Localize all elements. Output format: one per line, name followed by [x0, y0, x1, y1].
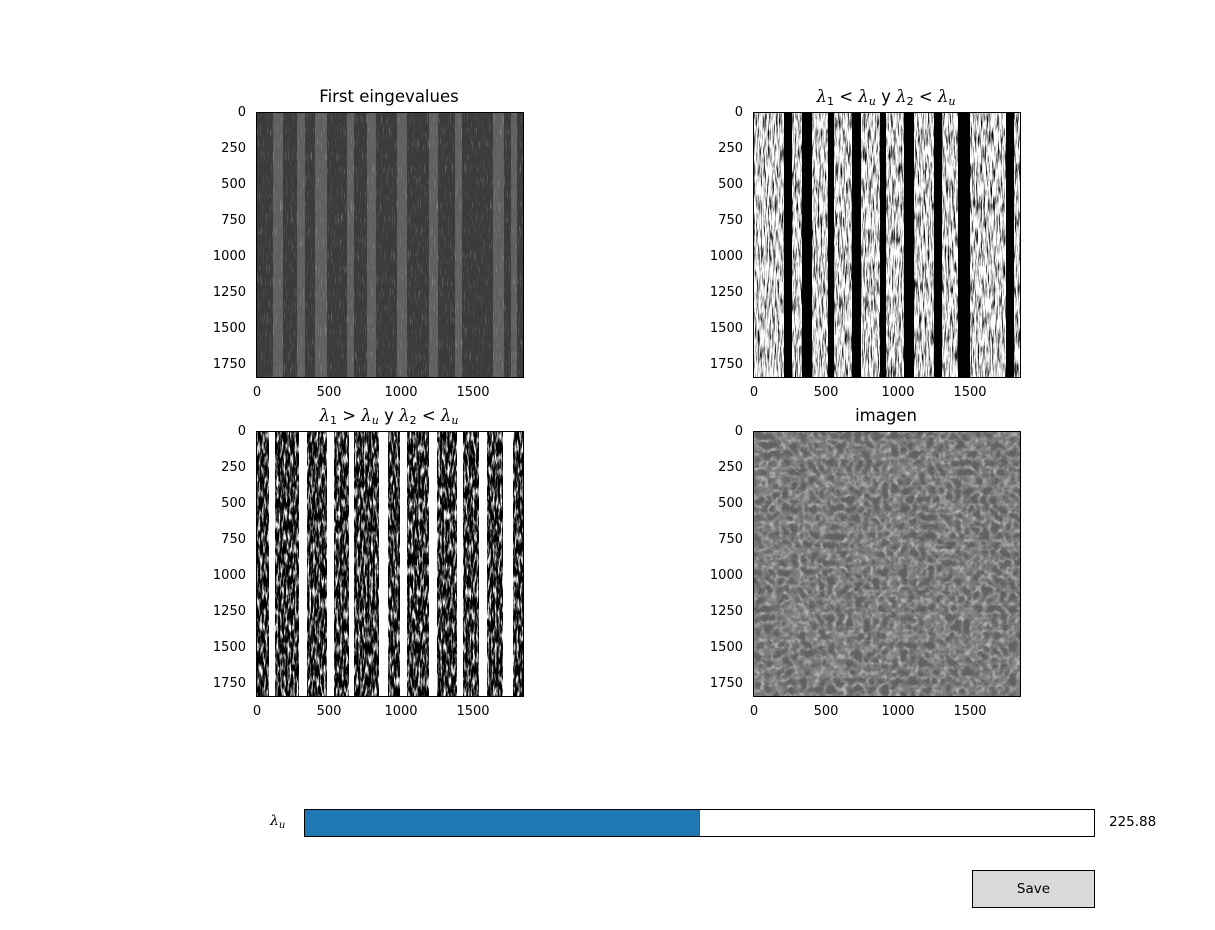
x-tick-label: 500: [316, 385, 342, 400]
y-tick-label: 250: [718, 141, 743, 156]
threshold-mask-svg: [754, 113, 1020, 377]
y-tick-label: 0: [237, 424, 246, 439]
save-button[interactable]: Save: [972, 870, 1095, 908]
slider-handle[interactable]: [699, 810, 700, 836]
y-tick-label: 250: [718, 460, 743, 475]
panel-title: λ1 > λu y λ2 < λu: [319, 406, 459, 427]
panel-title: λ1 < λu y λ2 < λu: [816, 87, 956, 108]
y-tick-label: 750: [718, 532, 743, 547]
y-tick-label: 0: [734, 424, 743, 439]
y-tick-label: 500: [718, 496, 743, 511]
y-tick-label: 1500: [709, 640, 743, 655]
x-tick-label: 1500: [953, 385, 987, 400]
eigenvalue-image: [256, 112, 524, 378]
y-tick-label: 1250: [709, 604, 743, 619]
y-tick-label: 500: [221, 177, 246, 192]
y-tick-label: 250: [221, 460, 246, 475]
x-tick-label: 1000: [384, 704, 418, 719]
y-tick-label: 250: [221, 141, 246, 156]
y-tick-label: 1500: [212, 640, 246, 655]
x-tick-label: 500: [813, 704, 839, 719]
source-image: [753, 431, 1021, 697]
x-tick-label: 0: [749, 704, 759, 719]
y-tick-label: 500: [221, 496, 246, 511]
x-tick-label: 1500: [456, 704, 490, 719]
y-tick-label: 1000: [709, 249, 743, 264]
x-tick-label: 500: [316, 704, 342, 719]
panel-title: First eingevalues: [319, 87, 459, 106]
x-tick-label: 500: [813, 385, 839, 400]
panel-title: imagen: [855, 406, 917, 425]
y-tick-label: 0: [734, 105, 743, 120]
y-tick-label: 1750: [212, 357, 246, 372]
slider-fill: [305, 810, 699, 836]
slider-value: 225.88: [1109, 814, 1157, 830]
y-tick-label: 1250: [709, 285, 743, 300]
x-tick-label: 1500: [456, 385, 490, 400]
lambda-u-slider[interactable]: [304, 809, 1095, 837]
y-tick-label: 1250: [212, 604, 246, 619]
x-tick-label: 1000: [384, 385, 418, 400]
threshold-mask-image: [256, 431, 524, 697]
x-tick-label: 1000: [881, 385, 915, 400]
eigenvalue-image-svg: [257, 113, 523, 377]
y-tick-label: 1000: [709, 568, 743, 583]
y-tick-label: 1250: [212, 285, 246, 300]
x-tick-label: 0: [252, 385, 262, 400]
slider-label: λu: [270, 813, 286, 831]
source-image-svg: [754, 432, 1020, 696]
x-tick-label: 0: [749, 385, 759, 400]
y-tick-label: 1000: [212, 249, 246, 264]
x-tick-label: 1000: [881, 704, 915, 719]
threshold-mask-image: [753, 112, 1021, 378]
y-tick-label: 0: [237, 105, 246, 120]
y-tick-label: 1750: [709, 676, 743, 691]
y-tick-label: 1500: [709, 321, 743, 336]
y-tick-label: 1750: [709, 357, 743, 372]
y-tick-label: 1750: [212, 676, 246, 691]
y-tick-label: 750: [221, 532, 246, 547]
x-tick-label: 0: [252, 704, 262, 719]
threshold-mask-svg: [257, 432, 523, 696]
y-tick-label: 1000: [212, 568, 246, 583]
y-tick-label: 750: [718, 213, 743, 228]
y-tick-label: 750: [221, 213, 246, 228]
y-tick-label: 1500: [212, 321, 246, 336]
x-tick-label: 1500: [953, 704, 987, 719]
y-tick-label: 500: [718, 177, 743, 192]
